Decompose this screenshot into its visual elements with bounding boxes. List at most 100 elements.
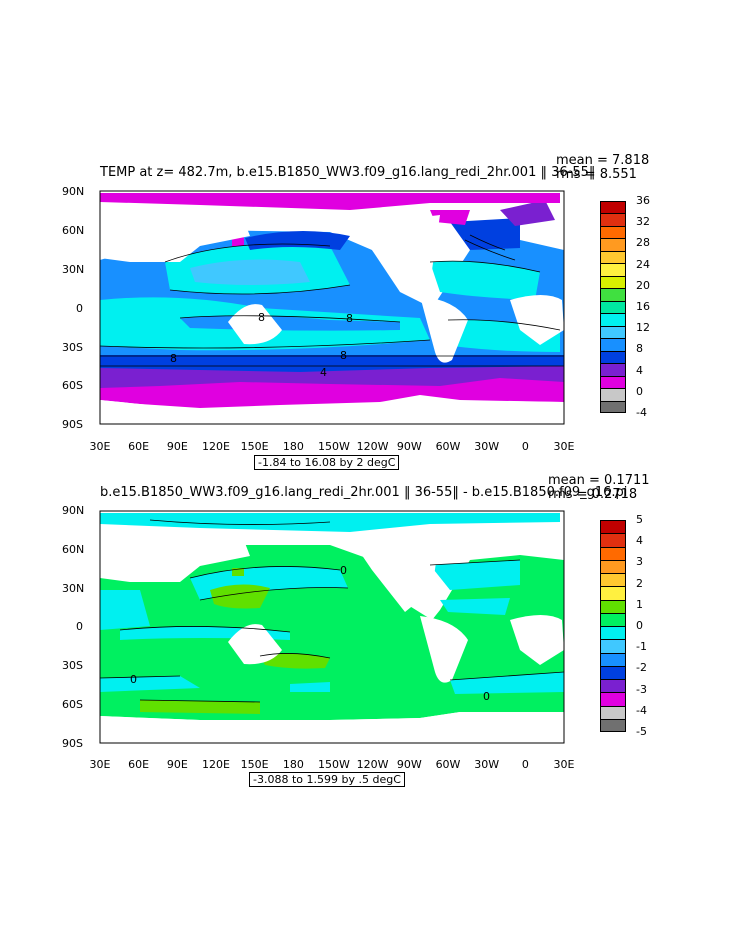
panel2-so-cyan3 bbox=[290, 682, 330, 692]
panel2-land-australia bbox=[228, 624, 282, 665]
lon-label: 30W bbox=[474, 440, 500, 453]
lon-label: 120W bbox=[356, 758, 389, 771]
panel1-lat-label: 30N bbox=[62, 263, 85, 276]
panel2-contours bbox=[99, 519, 565, 703]
panel1-axes bbox=[99, 190, 565, 425]
panel2-arctic bbox=[100, 513, 560, 532]
colorbar-label: -4 bbox=[636, 703, 647, 717]
colorbar-swatch bbox=[600, 363, 626, 376]
colorbar-swatch bbox=[600, 375, 626, 389]
colorbar-swatch bbox=[600, 692, 626, 706]
lon-label: 30E bbox=[553, 758, 575, 771]
panel1-arctic bbox=[100, 193, 560, 210]
lon-label: 30E bbox=[89, 440, 111, 453]
colorbar-label: -4 bbox=[636, 406, 647, 419]
panel2-natl-cyan2 bbox=[440, 598, 510, 615]
colorbar-swatch bbox=[600, 639, 626, 653]
colorbar-swatch bbox=[600, 350, 626, 364]
colorbar-label: -1 bbox=[636, 640, 647, 654]
colorbar-label: 2 bbox=[636, 576, 643, 590]
colorbar-label: 1 bbox=[636, 597, 643, 611]
colorbar-swatch bbox=[600, 225, 626, 239]
panel1-natl-purple bbox=[500, 200, 555, 226]
panel2-ind-cyan bbox=[100, 590, 150, 630]
colorbar-swatch bbox=[600, 213, 626, 226]
lon-label: 60E bbox=[128, 758, 150, 771]
panel2-contour-label: 0 bbox=[483, 690, 490, 703]
colorbar-swatch bbox=[600, 300, 626, 314]
panel2-contour-label: 0 bbox=[340, 564, 347, 577]
lon-label: 150W bbox=[318, 758, 350, 771]
colorbar-swatch bbox=[600, 652, 626, 666]
colorbar-swatch bbox=[600, 546, 626, 560]
panel1-land-samerica bbox=[420, 296, 468, 363]
panel1-contour-label: 4 bbox=[320, 366, 327, 379]
panel1-natl-blue bbox=[450, 218, 520, 250]
panel1-lat-label: 0 bbox=[76, 302, 83, 315]
panel2-so-cyan bbox=[100, 676, 200, 692]
lon-label: 30W bbox=[474, 758, 500, 771]
lon-label: 150E bbox=[240, 758, 269, 771]
colorbar-swatch bbox=[600, 263, 626, 276]
colorbar-swatch bbox=[600, 665, 626, 679]
panel2-range: -3.088 to 1.599 by .5 degC bbox=[249, 772, 405, 787]
panel2-npac-green bbox=[210, 584, 270, 609]
panel2-land-antarctica bbox=[100, 712, 564, 743]
lon-label: 90E bbox=[166, 758, 188, 771]
colorbar-swatch bbox=[600, 388, 626, 401]
colorbar-swatch bbox=[600, 275, 626, 289]
panel2-so-lime bbox=[140, 700, 260, 714]
panel1-lat-label: 90N bbox=[62, 185, 85, 198]
panel2-lat-label: 60S bbox=[62, 698, 83, 711]
panel2-tasman bbox=[260, 653, 330, 669]
colorbar-swatch bbox=[600, 626, 626, 640]
lon-label: 60W bbox=[435, 758, 461, 771]
panel1-lat-label: 90S bbox=[62, 418, 83, 431]
panel2-mean: mean = 0.1711 bbox=[548, 473, 650, 488]
panel2-lat-label: 60N bbox=[62, 543, 85, 556]
panel1-med bbox=[232, 236, 244, 246]
panel2-rms: rms = 0.2718 bbox=[548, 487, 638, 502]
panel1-title: TEMP at z= 482.7m, b.e15.B1850_WW3.f09_g… bbox=[100, 165, 596, 180]
panel2-land-namerica bbox=[355, 535, 440, 612]
colorbar-label: 0 bbox=[636, 619, 643, 632]
lon-label: 180 bbox=[282, 758, 304, 771]
panel2-lat-label: 90S bbox=[62, 737, 83, 750]
lon-label: 150E bbox=[240, 440, 269, 453]
colorbar-label: -3 bbox=[636, 682, 647, 696]
colorbar-label: 16 bbox=[636, 300, 650, 313]
colorbar-label: 32 bbox=[636, 215, 650, 229]
panel1-contour-label: 8 bbox=[340, 349, 347, 362]
colorbar-label: 5 bbox=[636, 513, 643, 526]
lon-label: 90W bbox=[396, 758, 422, 771]
colorbar-label: 4 bbox=[636, 534, 643, 548]
colorbar-label: -2 bbox=[636, 661, 647, 675]
lon-label: 0 bbox=[521, 440, 529, 453]
panel1-gyre-natl bbox=[430, 261, 540, 300]
panel1-lat-label: 30S bbox=[62, 341, 83, 354]
panel1-lat-label: 60S bbox=[62, 379, 83, 392]
panel1-land-namerica bbox=[355, 215, 440, 292]
panel1-land-antarctica bbox=[100, 400, 564, 424]
colorbar-swatch bbox=[600, 718, 626, 732]
lon-label: 30E bbox=[89, 758, 111, 771]
colorbar-label: 8 bbox=[636, 342, 643, 356]
colorbar-swatch bbox=[600, 586, 626, 600]
panel2-lat-label: 90N bbox=[62, 504, 85, 517]
colorbar-label: 36 bbox=[636, 194, 650, 207]
colorbar-label: 20 bbox=[636, 278, 650, 292]
colorbar-swatch bbox=[600, 533, 626, 547]
colorbar-label: 24 bbox=[636, 257, 650, 271]
panel2-so-cyan2 bbox=[450, 672, 564, 694]
lon-label: 120E bbox=[202, 440, 230, 453]
colorbar-label: 12 bbox=[636, 321, 650, 335]
lon-label: 60W bbox=[435, 440, 461, 453]
colorbar-swatch bbox=[600, 313, 626, 326]
panel2-lat-label: 0 bbox=[76, 620, 83, 633]
panel2-natl-cyan bbox=[430, 560, 520, 590]
colorbar-swatch bbox=[600, 573, 626, 587]
colorbar-swatch bbox=[600, 705, 626, 719]
lon-label: 180 bbox=[282, 440, 304, 453]
panel1-land-africa bbox=[510, 295, 564, 345]
